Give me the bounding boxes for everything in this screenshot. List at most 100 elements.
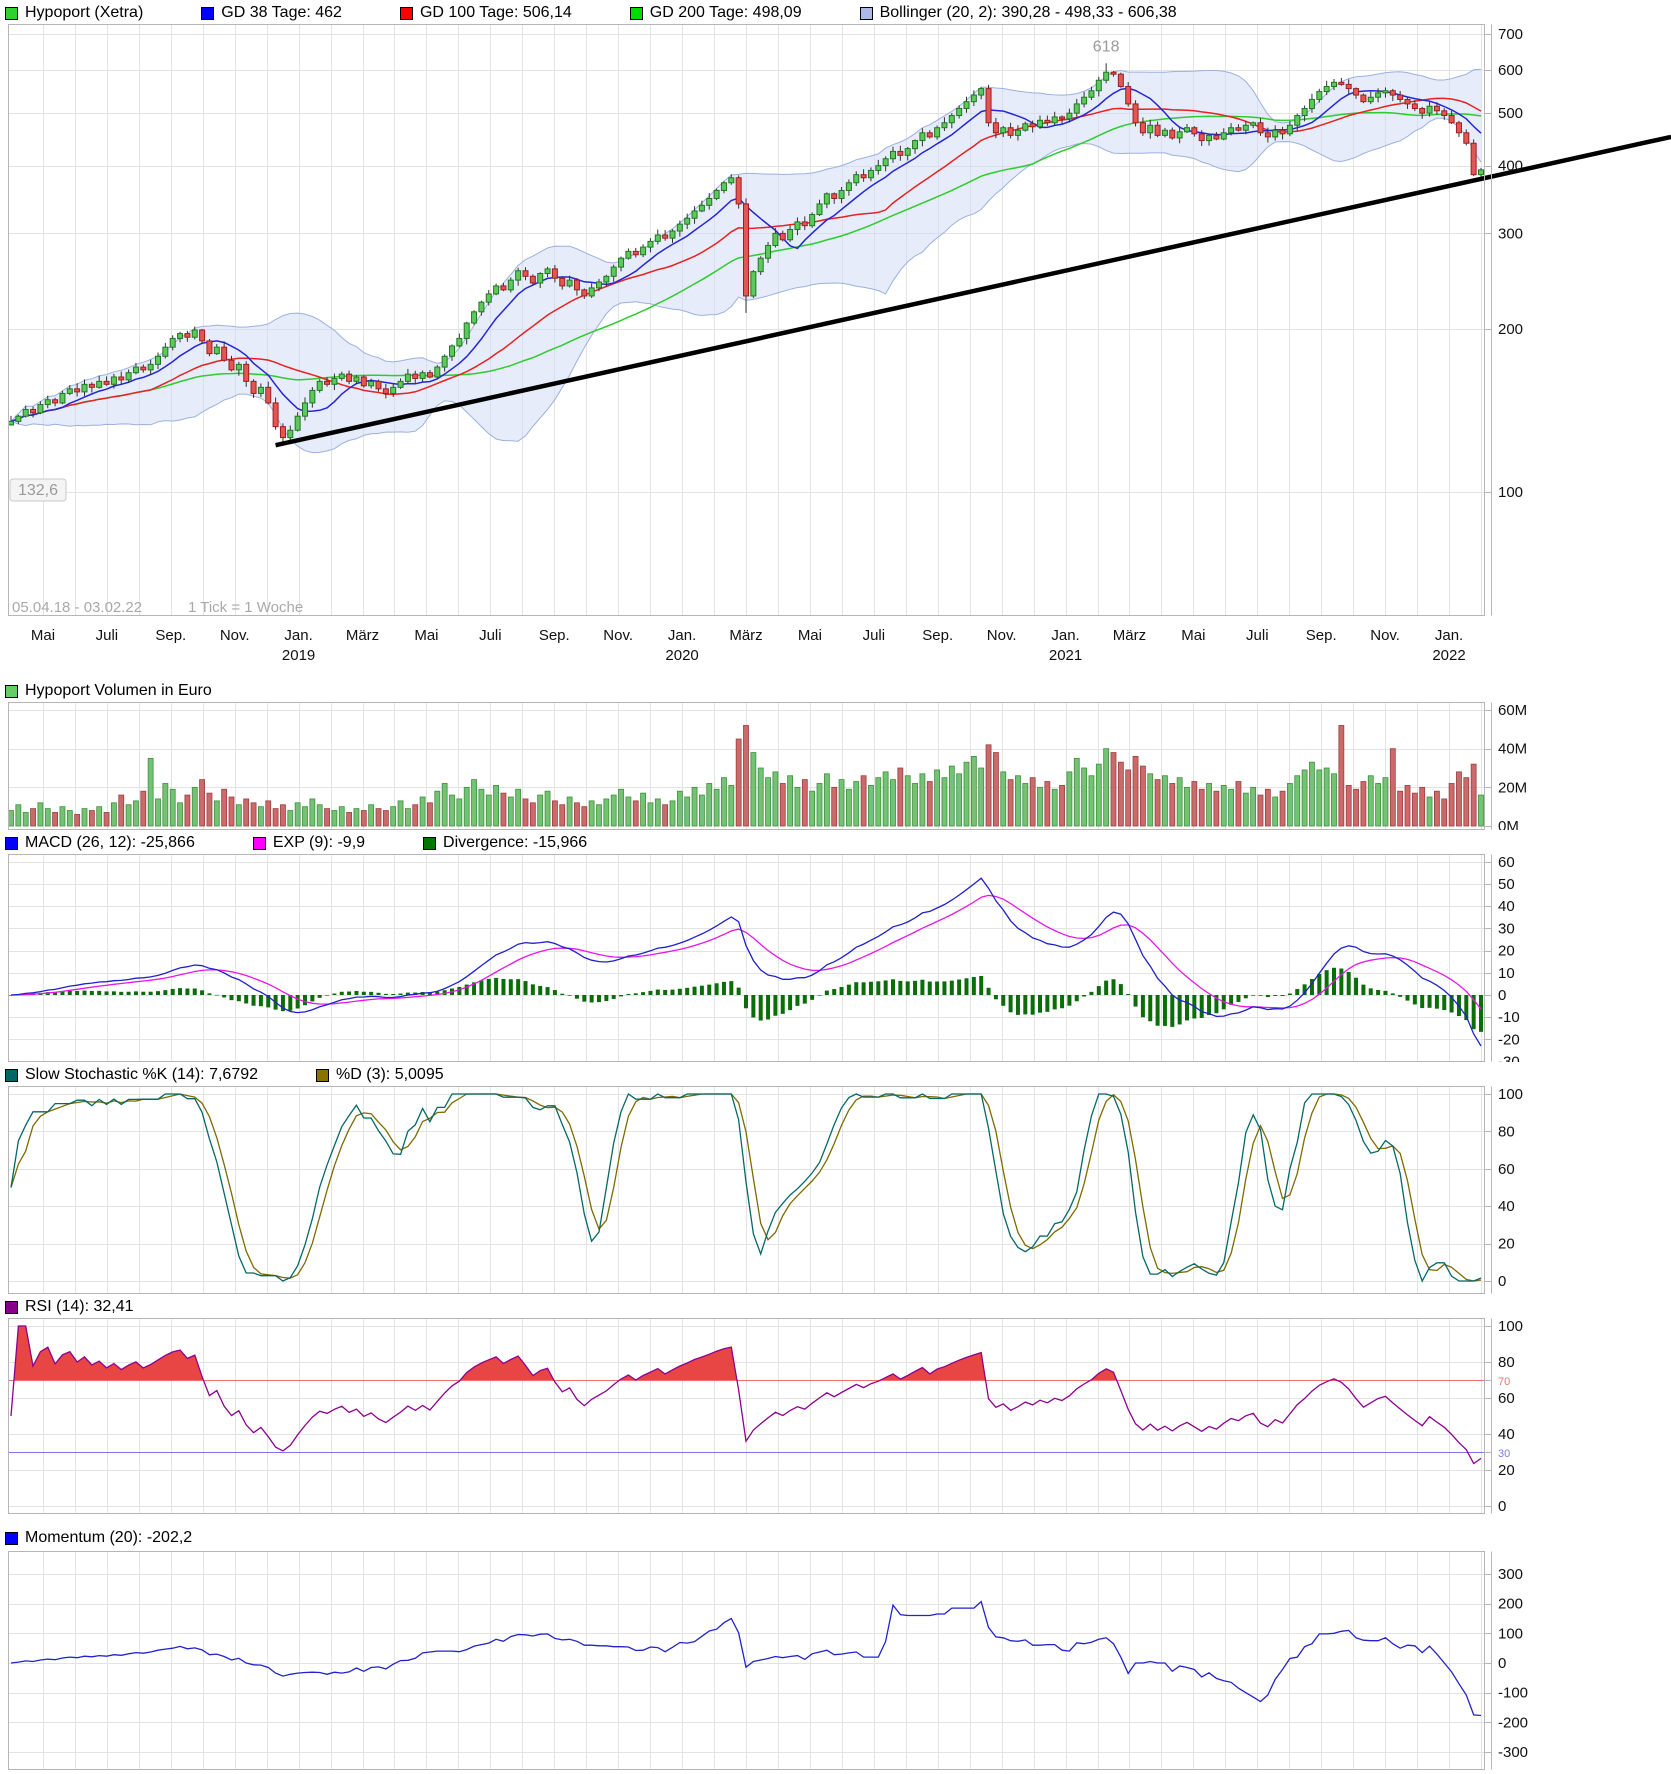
svg-text:Juli: Juli <box>863 627 886 644</box>
gridlines <box>8 1086 1484 1294</box>
start-low-annotation-box <box>9 478 67 502</box>
svg-text:-100: -100 <box>1498 1685 1528 1702</box>
svg-text:-10: -10 <box>1498 1009 1520 1026</box>
svg-text:200: 200 <box>1498 321 1523 338</box>
rsi-line <box>10 1325 1482 1465</box>
legend-swatch-icon <box>399 6 413 20</box>
legend-label: EXP (9): -9,9 <box>272 834 366 851</box>
svg-text:-200: -200 <box>1498 1714 1528 1731</box>
svg-text:60: 60 <box>1498 1390 1515 1407</box>
svg-text:80: 80 <box>1498 1123 1515 1140</box>
svg-text:20: 20 <box>1498 943 1515 960</box>
svg-text:Sep.: Sep. <box>539 627 570 644</box>
svg-text:60M: 60M <box>1498 702 1527 719</box>
svg-text:200: 200 <box>1498 1596 1523 1613</box>
svg-text:80: 80 <box>1498 1354 1515 1371</box>
legend-swatch-icon <box>423 836 437 850</box>
svg-text:40: 40 <box>1498 1198 1515 1215</box>
legend-swatch-icon <box>859 6 873 20</box>
legend-swatch-icon <box>201 6 215 20</box>
legend-swatch-icon <box>5 1300 18 1314</box>
svg-text:70: 70 <box>1498 1376 1510 1388</box>
svg-text:10: 10 <box>1498 965 1515 982</box>
svg-text:März: März <box>729 627 762 644</box>
stoch-d-line <box>10 1093 1482 1282</box>
svg-text:Sep.: Sep. <box>155 627 186 644</box>
svg-text:Sep.: Sep. <box>922 627 953 644</box>
momentum-line <box>10 1600 1482 1717</box>
tick-note-label: 1 Tick = 1 Woche <box>188 599 303 616</box>
svg-text:30: 30 <box>1498 1448 1510 1460</box>
x-axis-labels: Mai Juli Sep. Nov. Jan. 2019 März Mai Juli Sep. No… <box>31 627 1466 664</box>
date-range-label: 05.04.18 - 03.02.22 <box>12 599 142 616</box>
svg-text:40: 40 <box>1498 1426 1515 1443</box>
legend-swatch-icon <box>5 1531 18 1545</box>
svg-text:0M: 0M <box>1498 818 1519 830</box>
svg-text:100: 100 <box>1498 1625 1523 1642</box>
svg-text:20: 20 <box>1498 1236 1515 1253</box>
svg-text:0: 0 <box>1498 1655 1506 1672</box>
svg-text:2021: 2021 <box>1049 647 1082 664</box>
legend-label: Momentum (20): -202,2 <box>25 1529 193 1546</box>
svg-text:30: 30 <box>1498 920 1515 937</box>
svg-text:20M: 20M <box>1498 779 1527 796</box>
legend-swatch-icon <box>629 6 643 20</box>
legend-item: %D (3): 5,0095 <box>316 1066 444 1084</box>
legend-label: Divergence: -15,966 <box>443 834 588 851</box>
legend-swatch-icon <box>5 1068 18 1082</box>
legend-label: Hypoport (Xetra) <box>25 4 144 21</box>
svg-text:Nov.: Nov. <box>1370 627 1400 644</box>
svg-text:-30: -30 <box>1498 1054 1520 1062</box>
momentum-chart: 300 200 100 0 -100 -200 -300 <box>8 1551 1528 1770</box>
macd-chart: 60 50 40 30 20 10 0 -10 -20 -30 <box>8 854 1520 1062</box>
svg-text:100: 100 <box>1498 1318 1523 1335</box>
svg-text:2019: 2019 <box>282 647 315 664</box>
svg-text:40M: 40M <box>1498 741 1527 758</box>
svg-text:Mai: Mai <box>414 627 438 644</box>
legend-label: Hypoport Volumen in Euro <box>25 682 212 699</box>
overbought-fill <box>13 1326 1337 1380</box>
price-chart: 618 700 600 500 400 300 200 100 Mai Juli Sep. Nov. J… <box>8 24 1671 664</box>
legend-item: GD 38 Tage: 462 <box>201 4 342 22</box>
svg-text:-300: -300 <box>1498 1744 1528 1761</box>
legend-item: EXP (9): -9,9 <box>252 834 366 852</box>
svg-text:Juli: Juli <box>479 627 502 644</box>
svg-text:Sep.: Sep. <box>1306 627 1337 644</box>
stochastic-chart: 100 80 60 40 20 0 <box>8 1086 1523 1294</box>
svg-text:Nov.: Nov. <box>987 627 1017 644</box>
legend-swatch-icon <box>252 836 266 850</box>
legend-swatch-icon <box>5 836 18 850</box>
legend-label: %D (3): 5,0095 <box>336 1066 444 1083</box>
svg-text:20: 20 <box>1498 1462 1515 1479</box>
candles <box>8 63 1484 444</box>
legend-item: Hypoport Volumen in Euro <box>5 682 212 700</box>
exp-line <box>10 894 1482 1010</box>
svg-text:300: 300 <box>1498 225 1523 242</box>
rsi-chart: 100 80 60 40 20 0 70 30 <box>8 1318 1523 1514</box>
legend-item: Momentum (20): -202,2 <box>5 1529 192 1547</box>
svg-text:Juli: Juli <box>1246 627 1269 644</box>
legend-item: MACD (26, 12): -25,866 <box>5 834 195 852</box>
svg-text:600: 600 <box>1498 62 1523 79</box>
legend-swatch-icon <box>316 1068 330 1082</box>
svg-text:500: 500 <box>1498 105 1523 122</box>
legend-label: Slow Stochastic %K (14): 7,6792 <box>25 1066 259 1083</box>
legend-label: GD 200 Tage: 498,09 <box>649 4 802 21</box>
peak-high-annotation: 618 <box>1093 38 1120 55</box>
svg-text:0: 0 <box>1498 987 1506 1004</box>
rsi-legend: RSI (14): 32,41 <box>5 1297 134 1317</box>
svg-text:700: 700 <box>1498 26 1523 43</box>
svg-text:Mai: Mai <box>1181 627 1205 644</box>
macd-legend: MACD (26, 12): -25,866 EXP (9): -9,9 Diver… <box>5 833 587 853</box>
legend-item: GD 100 Tage: 506,14 <box>399 4 572 22</box>
svg-text:60: 60 <box>1498 1161 1515 1178</box>
stochastic-legend: Slow Stochastic %K (14): 7,6792 %D (3): 5… <box>5 1065 444 1085</box>
volume-bars <box>8 725 1484 827</box>
gridlines <box>8 1318 1484 1514</box>
svg-text:0: 0 <box>1498 1273 1506 1290</box>
legend-item: Bollinger (20, 2): 390,28 - 498,33 - 606… <box>859 4 1177 22</box>
legend-swatch-icon <box>5 684 18 698</box>
momentum-legend: Momentum (20): -202,2 <box>5 1528 192 1548</box>
svg-text:Jan.: Jan. <box>668 627 696 644</box>
